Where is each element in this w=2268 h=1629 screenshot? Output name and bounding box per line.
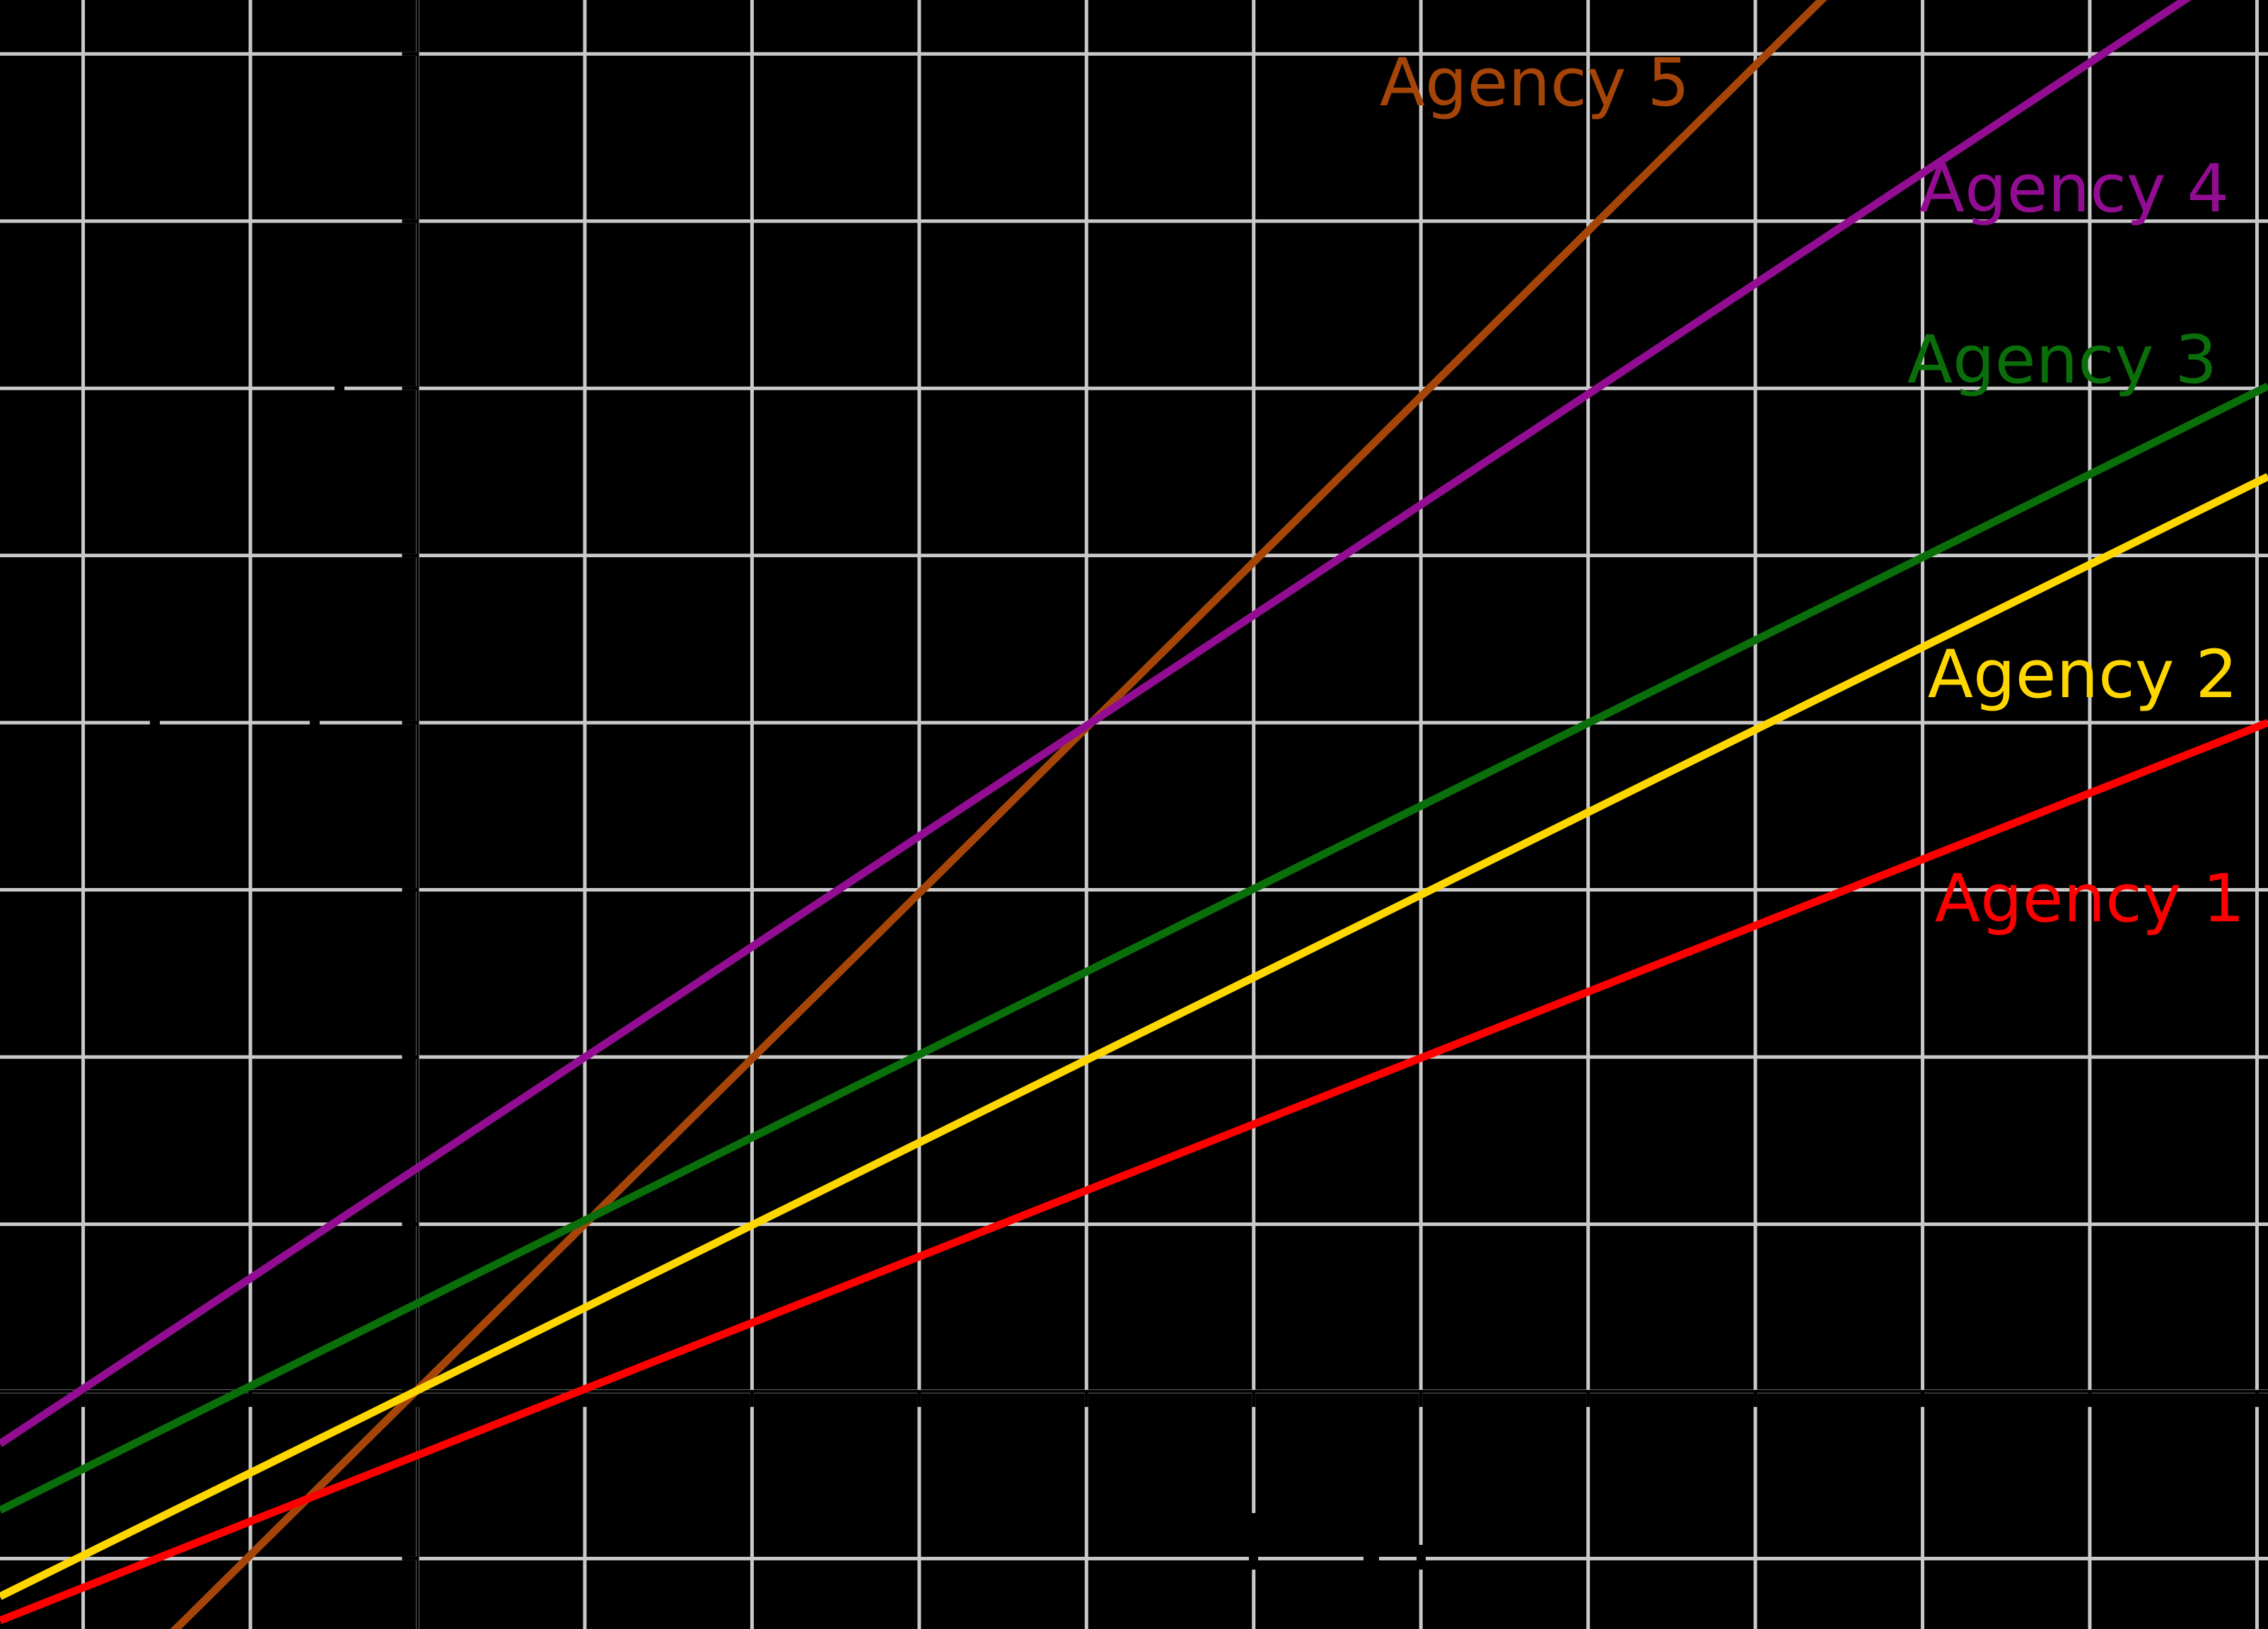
x-axis-tick [2088,1391,2092,1407]
x-axis-tick [917,1391,921,1407]
series-line-agency-4 [0,0,2192,1447]
x-axis-tick [416,1391,419,1407]
x-axis-tick [1419,1391,1423,1407]
series-line-agency-2 [0,473,2268,1600]
line-label-agency-4: Agency 4 [1919,151,2230,228]
x-axis-tick [1252,1391,1256,1407]
y-axis-tick [402,720,418,725]
y-axis-tick [402,554,418,558]
x-axis-tick [1753,1391,1757,1407]
x-axis-tick [81,1391,86,1407]
y-axis-tick [402,1556,418,1560]
line-label-agency-2: Agency 2 [1927,636,2238,713]
hidden-axis-text-fragment [1249,1513,1258,1570]
hidden-axis-text-fragment [1417,1545,1426,1570]
y-axis-tick [402,219,418,223]
hidden-axis-text-fragment [1363,1555,1379,1582]
hidden-axis-text-fragment [150,716,160,730]
x-axis-tick [248,1391,252,1407]
line-label-agency-1: Agency 1 [1934,860,2245,938]
y-axis-tick [402,1222,418,1226]
x-axis-tick [1084,1391,1088,1407]
y-axis-tick [402,888,418,892]
y-axis-tick [402,386,418,390]
x-axis-tick [583,1391,587,1407]
series-line-agency-1 [0,718,2268,1625]
y-axis-tick [402,1055,418,1059]
y-axis-tick [402,52,418,56]
hidden-axis-text-fragment [310,716,320,730]
x-axis-tick [1921,1391,1925,1407]
x-axis-tick [750,1391,754,1407]
x-axis-tick [2255,1391,2259,1407]
line-label-agency-3: Agency 3 [1907,322,2218,399]
series-line-agency-3 [0,383,2268,1514]
x-axis-tick [1586,1391,1590,1407]
hidden-axis-text-fragment [335,381,344,395]
line-label-agency-5: Agency 5 [1379,45,1690,122]
